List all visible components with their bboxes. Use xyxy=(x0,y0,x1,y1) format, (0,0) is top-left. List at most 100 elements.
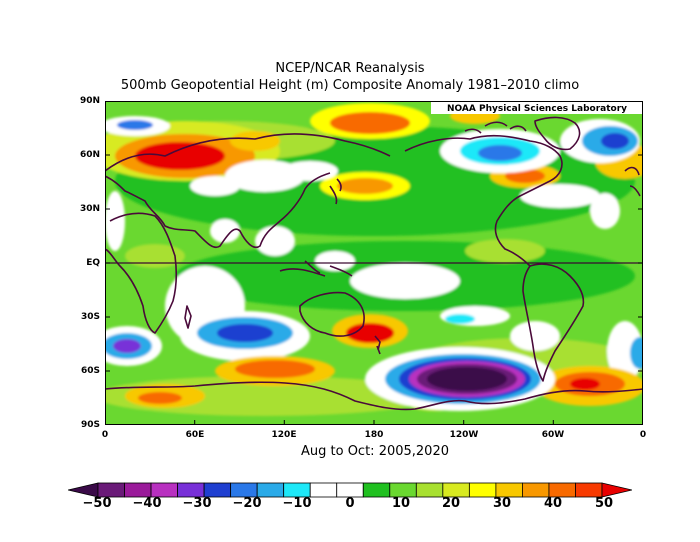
lat-label: 60S xyxy=(80,366,100,376)
lon-label: 60E xyxy=(185,430,205,440)
anomaly-zone xyxy=(282,161,338,181)
lon-label: 0 xyxy=(101,430,109,440)
coastline xyxy=(279,260,353,277)
scale-swatch xyxy=(362,482,391,498)
lat-label: 30S xyxy=(80,312,100,322)
anomaly-zone xyxy=(138,392,182,404)
axis-ticks xyxy=(105,101,643,425)
scale-arrow-right xyxy=(601,482,632,498)
anomaly-zone xyxy=(113,339,141,353)
lat-label: EQ xyxy=(86,258,100,268)
scale-swatch xyxy=(468,482,497,498)
lon-label: 120E xyxy=(271,430,297,440)
scale-swatch xyxy=(495,482,523,498)
lon-label: 60W xyxy=(541,430,565,440)
anomaly-zone xyxy=(210,219,240,243)
coastline xyxy=(105,172,331,249)
scale-arrow-left xyxy=(68,482,99,498)
anomaly-zone xyxy=(607,321,643,381)
scale-swatch xyxy=(203,482,232,498)
anomaly-zone xyxy=(570,378,600,390)
scale-label: 30 xyxy=(492,496,512,511)
anomaly-zone xyxy=(190,176,240,196)
scale-swatch xyxy=(575,482,603,498)
coastline xyxy=(522,263,585,382)
anomaly-map: NOAA Physical Sciences Laboratory xyxy=(105,101,643,425)
scale-label: −20 xyxy=(232,496,262,511)
coastline xyxy=(464,121,527,134)
scale-label: −30 xyxy=(182,496,212,511)
anomaly-zone xyxy=(590,193,620,229)
anomaly-zone xyxy=(478,145,522,161)
scale-swatch xyxy=(309,482,338,498)
scale-swatch xyxy=(336,482,364,498)
anomaly-zone xyxy=(315,251,355,271)
scale-swatch xyxy=(389,482,417,498)
anomaly-zone xyxy=(337,178,393,194)
coastline xyxy=(534,116,581,151)
lat-label: 90N xyxy=(79,96,100,106)
scale-swatch xyxy=(124,482,152,498)
anomaly-zone xyxy=(427,367,507,391)
scale-label: 50 xyxy=(594,496,614,511)
anomaly-zone xyxy=(346,323,394,343)
anomaly-zone xyxy=(520,184,600,208)
period-label: Aug to Oct: 2005,2020 xyxy=(301,444,449,459)
scale-swatch xyxy=(415,482,444,498)
coastline xyxy=(105,212,178,334)
lon-label: 0 xyxy=(639,430,647,440)
anomaly-zone xyxy=(105,191,125,251)
anomaly-zone xyxy=(445,314,475,324)
coastline xyxy=(624,166,641,197)
anomaly-zone xyxy=(217,324,273,342)
anomaly-zone xyxy=(601,133,629,149)
anomaly-zone xyxy=(505,169,545,183)
scale-swatch xyxy=(97,482,125,498)
lon-label: 120W xyxy=(449,430,479,440)
scale-label: 40 xyxy=(543,496,563,511)
scale-swatch xyxy=(283,482,311,498)
scale-swatch xyxy=(230,482,258,498)
anomaly-zone xyxy=(630,337,643,369)
coastline xyxy=(105,133,391,172)
color-scale-bar xyxy=(68,482,632,498)
coastlines xyxy=(105,116,643,411)
coastline xyxy=(374,335,381,355)
coastline xyxy=(329,178,342,205)
credit-banner: NOAA Physical Sciences Laboratory xyxy=(447,104,627,114)
scale-swatch xyxy=(522,482,550,498)
credit-banner-bg xyxy=(431,101,643,114)
anomaly-zone xyxy=(350,263,460,299)
scale-label: −40 xyxy=(132,496,162,511)
scale-label: −10 xyxy=(282,496,312,511)
scale-swatch xyxy=(548,482,576,498)
lon-label: 180 xyxy=(364,430,384,440)
anomaly-zone xyxy=(465,239,545,263)
coastline xyxy=(404,134,563,267)
anomaly-zone xyxy=(117,120,153,130)
color-scale-labels: −50 −40 −30 −20 −10 0 10 20 30 40 50 xyxy=(0,496,700,516)
chart-subtitle: 500mb Geopotential Height (m) Composite … xyxy=(120,78,580,93)
scale-label: 20 xyxy=(441,496,461,511)
lat-label: 60N xyxy=(79,150,100,160)
coastline xyxy=(184,305,192,329)
coastline xyxy=(299,291,365,337)
anomaly-zone xyxy=(135,142,225,170)
scale-swatch xyxy=(177,482,205,498)
scale-label: 10 xyxy=(391,496,411,511)
anomaly-zone xyxy=(255,226,295,256)
lat-label: 90S xyxy=(80,420,100,430)
scale-swatch xyxy=(442,482,470,498)
anomaly-zone xyxy=(230,131,280,151)
chart-title: NCEP/NCAR Reanalysis xyxy=(275,61,425,76)
scale-swatch xyxy=(150,482,178,498)
anomaly-zone xyxy=(330,112,410,134)
anomaly-zone xyxy=(510,321,560,351)
scale-swatch xyxy=(256,482,285,498)
scale-label: 0 xyxy=(345,496,355,511)
coastline xyxy=(105,381,643,411)
lat-label: 30N xyxy=(79,204,100,214)
anomaly-zone xyxy=(235,360,315,378)
anomaly-zone xyxy=(125,244,185,268)
scale-label: −50 xyxy=(82,496,112,511)
